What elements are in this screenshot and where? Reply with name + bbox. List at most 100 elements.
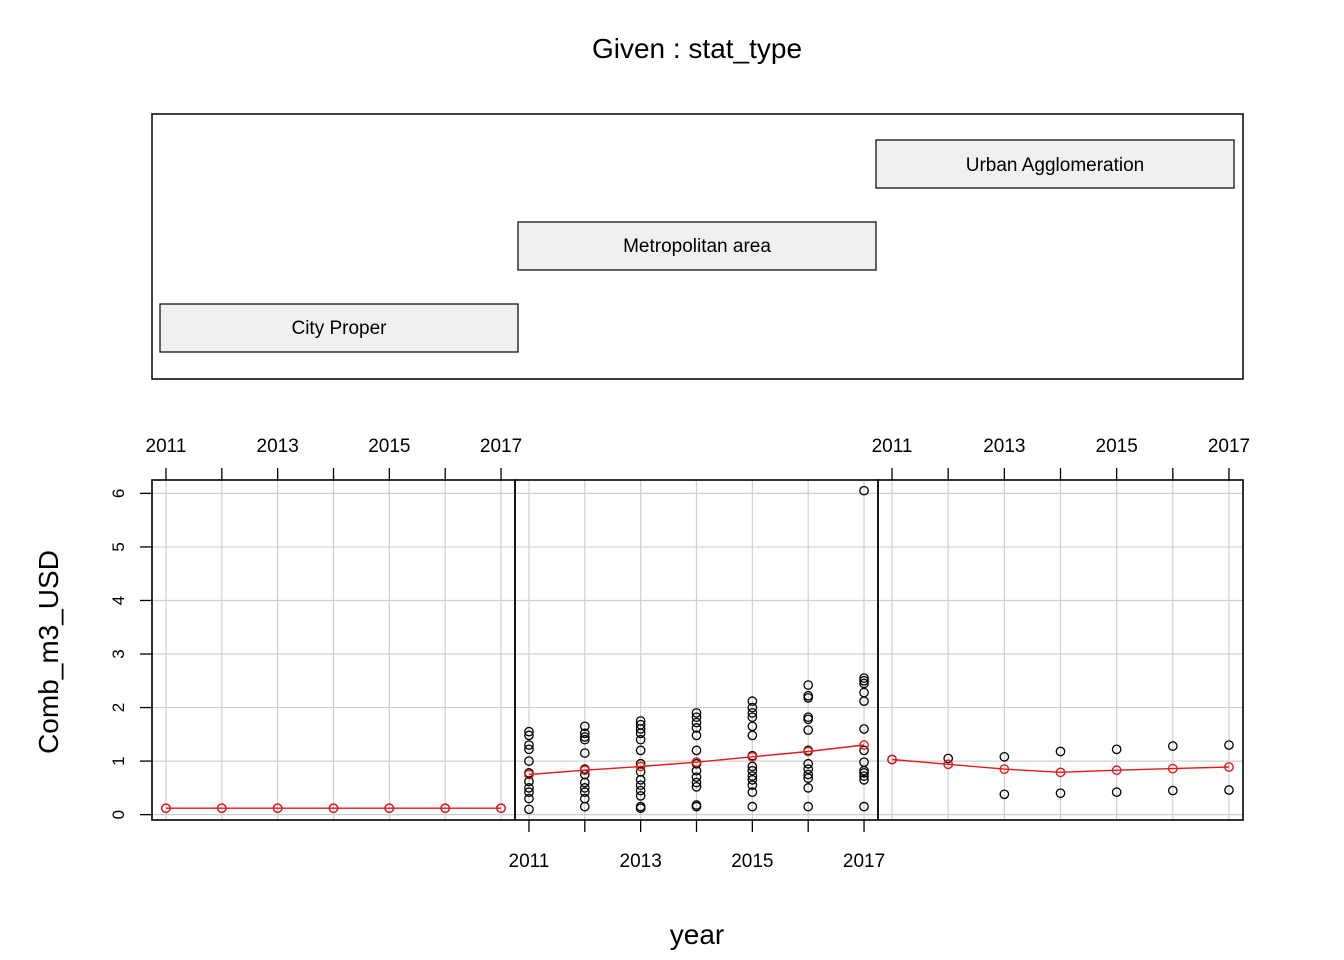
data-point — [579, 732, 590, 742]
data-point — [524, 726, 534, 737]
data-point — [859, 768, 869, 778]
data-point — [859, 774, 869, 785]
data-point — [579, 748, 590, 758]
data-point — [1167, 785, 1178, 796]
x-tick-label: 2015 — [368, 436, 410, 457]
data-point — [747, 801, 758, 812]
given-panel: City Proper Metropolitan area Urban Aggl… — [151, 113, 1244, 380]
data-point — [579, 783, 590, 793]
smooth-point — [887, 754, 897, 765]
x-tick-label: 2015 — [731, 851, 773, 872]
smooth-point — [1111, 765, 1122, 776]
x-tick-label: 2013 — [620, 851, 662, 872]
x-tick-label: 2011 — [509, 851, 550, 872]
y-tick-label: 0 — [109, 810, 128, 819]
data-point — [943, 753, 954, 764]
data-point — [747, 771, 758, 781]
y-tick-label: 4 — [109, 596, 128, 605]
data-point — [635, 734, 646, 745]
data-point — [635, 774, 646, 785]
smooth-point — [803, 746, 814, 757]
y-axis-label: Comb_m3_USD — [33, 550, 64, 754]
data-point — [1055, 746, 1066, 757]
given-label: Given : stat_type — [592, 33, 802, 64]
data-point — [859, 673, 869, 683]
data-point — [691, 745, 702, 756]
data-point — [859, 678, 869, 689]
data-point — [803, 783, 814, 793]
data-point — [859, 745, 869, 756]
smooth-point — [384, 803, 395, 814]
data-point — [691, 723, 702, 733]
data-point — [803, 758, 814, 769]
data-point — [859, 485, 869, 496]
y-tick-label: 6 — [109, 489, 128, 498]
x-axis-label: year — [670, 919, 724, 950]
given-strip-metropolitan-area: Metropolitan area — [517, 221, 877, 271]
data-point — [803, 714, 814, 725]
smooth-point — [635, 761, 646, 772]
given-panel-frame — [151, 113, 1244, 380]
data-point — [579, 734, 590, 745]
given-strip-box — [517, 221, 877, 271]
data-point — [859, 675, 869, 686]
data-point — [635, 728, 646, 739]
smooth-line — [891, 758, 1230, 774]
data-point — [691, 712, 702, 723]
data-point — [803, 764, 814, 774]
data-point — [524, 744, 534, 755]
data-point — [691, 801, 702, 812]
smooth-point — [691, 757, 702, 768]
data-point — [1055, 788, 1066, 799]
x-tick-label: 2017 — [480, 436, 522, 457]
data-point — [579, 777, 590, 788]
data-point — [859, 801, 869, 812]
smooth-point — [1224, 762, 1234, 772]
given-strip-label: Urban Agglomeration — [966, 155, 1145, 176]
smooth-point — [440, 803, 451, 814]
data-point — [691, 781, 702, 792]
data-point — [803, 693, 814, 703]
data-point — [1224, 785, 1234, 795]
data-point — [524, 783, 534, 793]
data-point — [803, 801, 814, 812]
data-point — [579, 787, 590, 798]
data-point — [691, 730, 702, 741]
smooth-line — [528, 744, 865, 776]
data-point — [747, 696, 758, 706]
smooth-point — [747, 751, 758, 762]
given-strip-box — [159, 303, 519, 353]
data-point — [747, 730, 758, 741]
given-strip-box — [875, 139, 1235, 189]
data-point — [1167, 741, 1178, 751]
data-point — [1111, 787, 1122, 798]
x-tick-label: 2017 — [843, 851, 885, 872]
y-tick-label: 2 — [109, 703, 128, 712]
given-strip-urban-agglomeration: Urban Agglomeration — [875, 139, 1235, 189]
data-point — [691, 772, 702, 783]
data-point — [524, 804, 534, 815]
data-point — [1224, 740, 1234, 750]
data-point — [691, 717, 702, 728]
y-tick-label: 1 — [109, 756, 128, 765]
data-point — [747, 787, 758, 798]
data-point — [635, 780, 646, 791]
data-point — [691, 777, 702, 788]
panel-urban-agglomeration: 2011 2013 2015 2017 — [872, 436, 1250, 821]
data-point — [524, 776, 534, 787]
x-tick-label: 2013 — [983, 436, 1025, 457]
data-point — [579, 801, 590, 812]
smooth-point — [1167, 763, 1178, 774]
data-point — [524, 793, 534, 804]
data-point — [524, 740, 534, 750]
data-point — [524, 756, 534, 766]
data-point — [999, 789, 1010, 800]
data-point — [635, 791, 646, 801]
x-tick-label: 2011 — [146, 436, 187, 457]
smooth-point — [859, 740, 869, 750]
panel-metropolitan-area: 2011 2013 2015 2017 — [509, 479, 885, 872]
data-point — [803, 725, 814, 735]
y-tick-label: 3 — [109, 649, 128, 658]
